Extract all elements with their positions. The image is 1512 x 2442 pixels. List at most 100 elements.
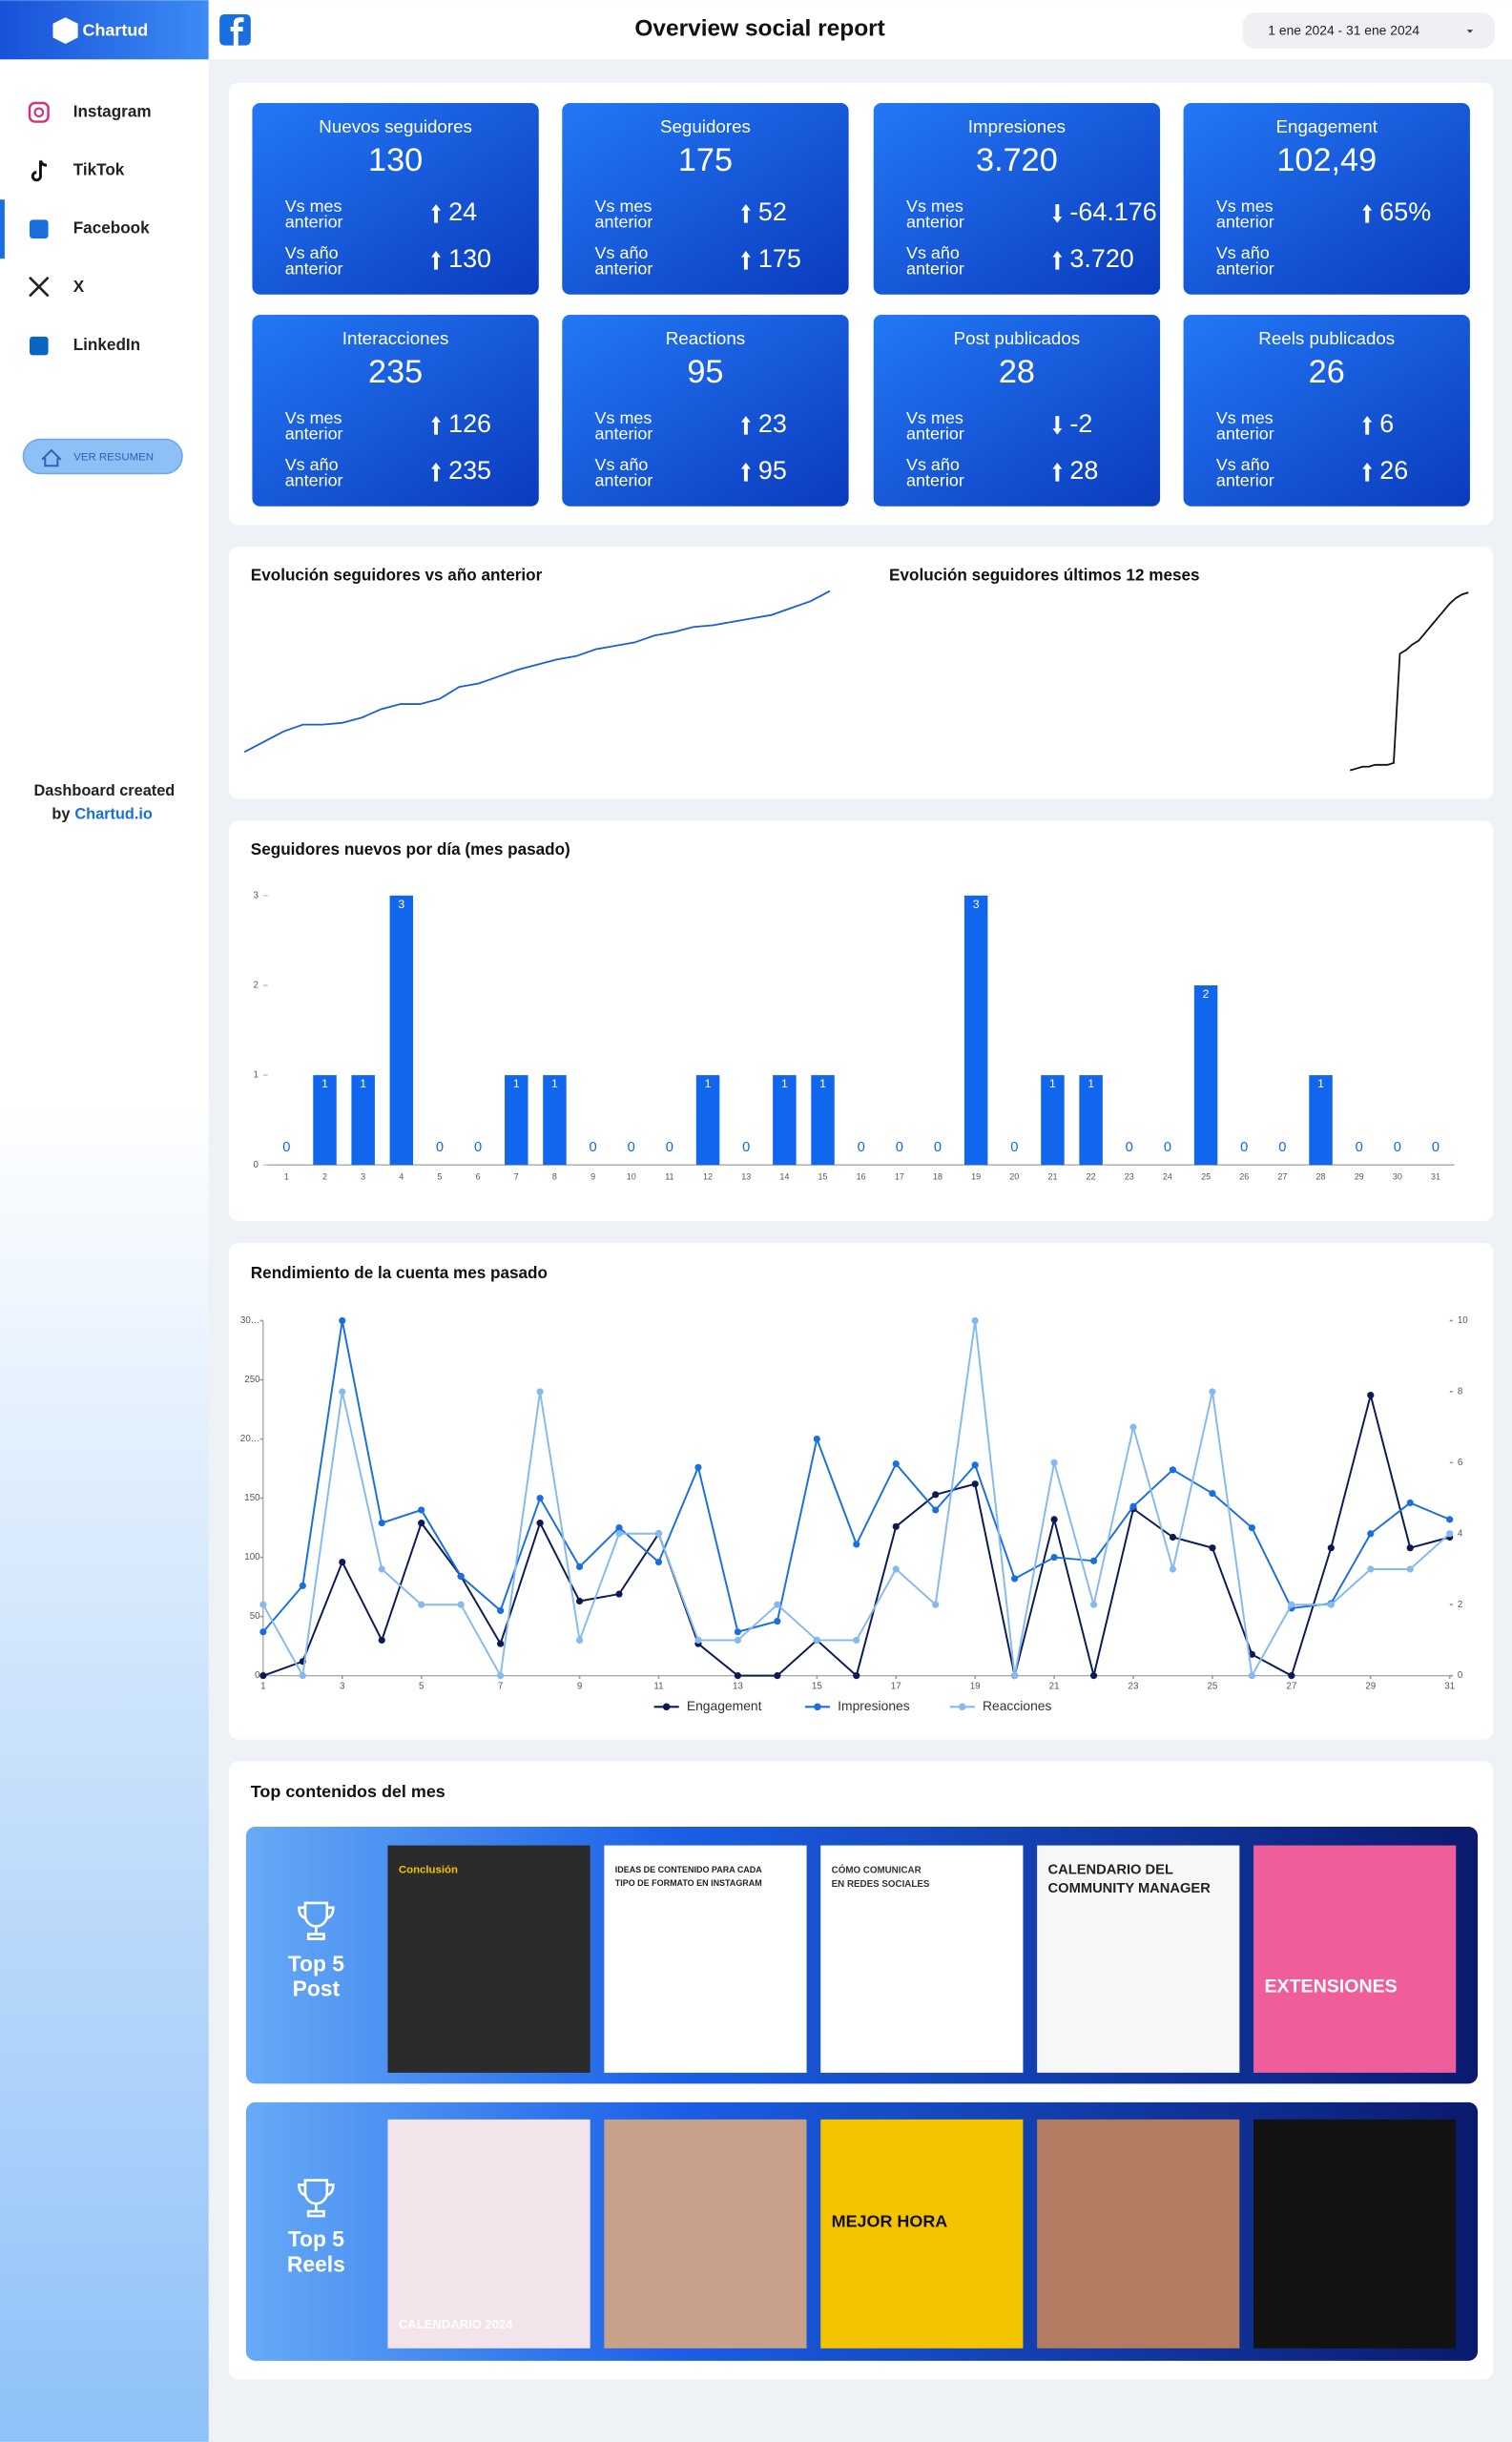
thumbnail-text[interactable]: Conclusión xyxy=(399,1865,458,1876)
thumbnail-text[interactable]: CALENDARIO DEL xyxy=(1048,1863,1173,1878)
tiktok-icon xyxy=(31,159,48,182)
data-label: 1 xyxy=(1087,1077,1094,1090)
data-label: 2 xyxy=(1203,987,1210,1001)
trend-arrow xyxy=(1362,416,1373,435)
nav-item[interactable]: Instagram xyxy=(73,101,152,120)
x-tick-label: 22 xyxy=(1087,1172,1096,1182)
date-range[interactable]: 1 ene 2024 - 31 ene 2024 xyxy=(1268,23,1419,38)
y-tick-label: 1 xyxy=(254,1070,259,1081)
date-picker[interactable] xyxy=(1242,12,1496,49)
button-label[interactable]: VER RESUMEN xyxy=(73,451,154,463)
kpi-card xyxy=(873,102,1161,295)
point xyxy=(1169,1565,1177,1573)
x-tick-label: 24 xyxy=(1163,1172,1172,1182)
point xyxy=(1050,1553,1058,1562)
home-icon xyxy=(41,448,62,467)
kpi-value: 102,49 xyxy=(1276,142,1377,178)
point xyxy=(853,1672,860,1680)
thumbnail[interactable] xyxy=(820,1845,1024,2073)
thumbnail[interactable] xyxy=(1253,2119,1457,2349)
bar xyxy=(773,1075,797,1166)
thumbnail-text[interactable]: TIPO DE FORMATO EN INSTAGRAM xyxy=(615,1878,762,1888)
thumbnail[interactable] xyxy=(604,2119,807,2349)
kpi-delta: -2 xyxy=(1069,409,1092,438)
legend-label: Reacciones xyxy=(983,1698,1051,1713)
data-label: 0 xyxy=(1394,1140,1401,1155)
x-tick-label: 29 xyxy=(1355,1172,1364,1182)
x-tick-label: 21 xyxy=(1049,1682,1060,1692)
thumbnail-text[interactable]: IDEAS DE CONTENIDO PARA CADA xyxy=(615,1865,762,1874)
x-tick-label: 29 xyxy=(1365,1682,1376,1692)
x-tick-label: 9 xyxy=(590,1172,595,1182)
data-label: 0 xyxy=(666,1140,673,1155)
x-tick-label: 21 xyxy=(1047,1172,1057,1182)
kpi-title: Reels publicados xyxy=(1258,328,1395,348)
y2-tick-label: 0 xyxy=(1458,1670,1463,1681)
kpi-compare-label: anterior xyxy=(906,470,964,489)
data-label: 0 xyxy=(1432,1140,1440,1155)
bar xyxy=(1193,984,1218,1166)
point xyxy=(497,1672,505,1680)
data-label: 0 xyxy=(282,1140,290,1155)
ver-resumen-button[interactable] xyxy=(22,438,183,475)
thumbnail[interactable] xyxy=(387,1845,590,2073)
point xyxy=(734,1628,741,1636)
thumbnail-text[interactable]: EXTENSIONES xyxy=(1264,1976,1397,1997)
point xyxy=(575,1597,584,1605)
thumbnail[interactable] xyxy=(387,2119,590,2349)
top-label: Top 5 xyxy=(288,2226,345,2251)
kpi-compare-label: anterior xyxy=(906,212,964,231)
instagram-icon xyxy=(28,101,50,123)
thumbnail[interactable] xyxy=(820,2119,1024,2349)
kpi-compare-label: Vs mes xyxy=(595,197,652,216)
point xyxy=(1129,1423,1137,1431)
top-label: Top 5 xyxy=(288,1951,345,1976)
kpi-title: Seguidores xyxy=(660,116,751,136)
point xyxy=(1367,1565,1375,1573)
point xyxy=(774,1601,781,1608)
kpi-compare-label: Vs año xyxy=(285,243,339,262)
data-label: 0 xyxy=(1164,1140,1171,1155)
x-tick-label: 23 xyxy=(1129,1682,1139,1692)
nav-item[interactable]: Facebook xyxy=(73,218,150,238)
data-label: 0 xyxy=(896,1140,903,1155)
instagram-icon-lens xyxy=(33,107,45,118)
kpi-compare-label: anterior xyxy=(285,259,343,278)
thumbnail-text[interactable]: EN REDES SOCIALES xyxy=(832,1879,930,1890)
y2-tick-label: 8 xyxy=(1458,1386,1463,1397)
thumbnail[interactable] xyxy=(1037,2119,1240,2349)
thumbnail[interactable] xyxy=(1037,1845,1240,2073)
credit-link[interactable]: Chartud.io xyxy=(74,805,153,822)
thumbnail-text[interactable]: COMMUNITY MANAGER xyxy=(1048,1881,1212,1896)
kpi-compare-label: Vs año xyxy=(1216,455,1270,474)
x-tick-label: 13 xyxy=(741,1172,751,1182)
chart-title: Seguidores nuevos por día (mes pasado) xyxy=(251,839,570,859)
facebook-nav-icon xyxy=(30,219,49,238)
x-tick-label: 25 xyxy=(1201,1172,1211,1182)
kpi-compare-label: Vs año xyxy=(906,243,960,262)
point xyxy=(1446,1530,1454,1538)
point xyxy=(1406,1499,1414,1507)
thumbnail-text[interactable]: CALENDARIO 2024 xyxy=(399,2317,513,2331)
nav-item[interactable]: X xyxy=(73,277,85,296)
thumbnail[interactable] xyxy=(604,1845,807,2073)
point xyxy=(774,1617,781,1625)
trophy-icon xyxy=(298,1901,335,1940)
nav-item[interactable]: LinkedIn xyxy=(73,335,140,354)
bar xyxy=(963,895,988,1166)
thumbnail-text[interactable]: MEJOR HORA xyxy=(832,2211,948,2230)
point xyxy=(1406,1565,1414,1573)
point xyxy=(694,1463,702,1471)
x-tick-label: 6 xyxy=(476,1172,481,1182)
thumbnail-text[interactable]: CÓMO COMUNICAR xyxy=(832,1864,922,1875)
data-label: 0 xyxy=(1010,1140,1018,1155)
x-tick-label: 8 xyxy=(552,1172,557,1182)
point xyxy=(971,1461,979,1469)
nav-item[interactable]: TikTok xyxy=(73,160,125,179)
thumbnail[interactable] xyxy=(1253,1845,1457,2073)
y-tick-label: 0 xyxy=(254,1160,259,1170)
kpi-delta: 6 xyxy=(1379,409,1394,438)
point xyxy=(575,1562,584,1571)
x-tick-label: 3 xyxy=(340,1682,345,1692)
kpi-value: 95 xyxy=(687,354,723,390)
